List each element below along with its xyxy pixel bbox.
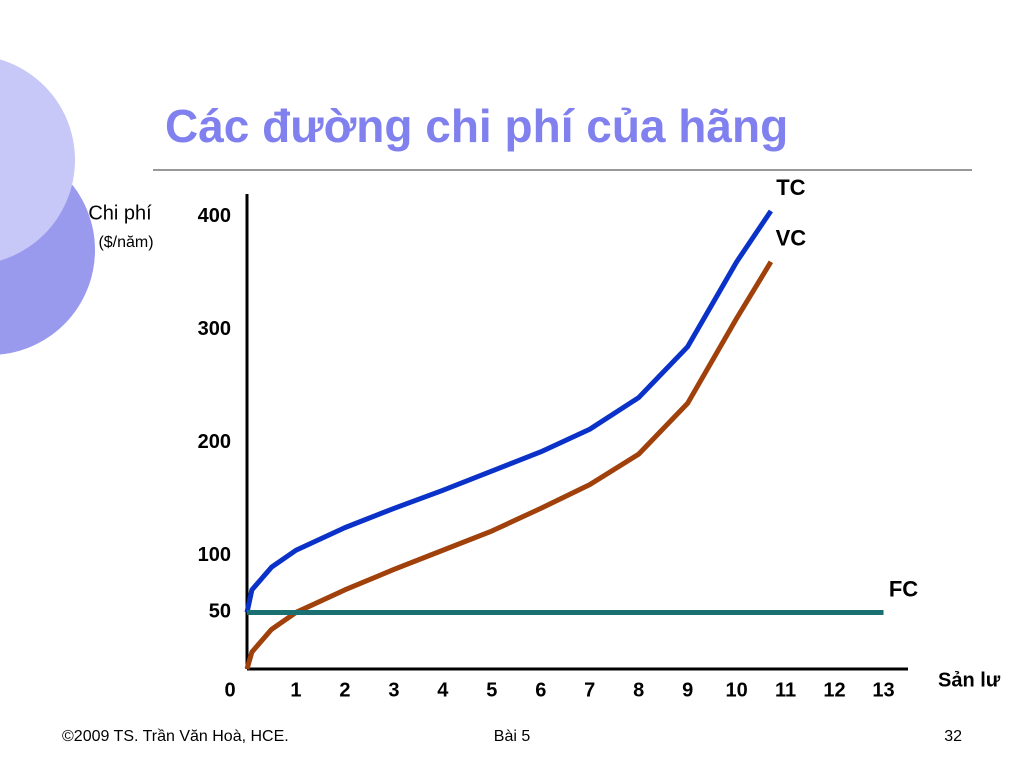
slide-title: Các đường chi phí của hãng: [165, 100, 788, 152]
x-tick-label: 7: [584, 679, 595, 701]
footer-right: 32: [944, 728, 962, 745]
footer-left: ©2009 TS. Trần Văn Hoà, HCE.: [62, 728, 289, 745]
series-label: FC: [889, 576, 918, 601]
y-axis-unit: ($/năm): [98, 234, 153, 251]
x-tick-label: 2: [339, 679, 350, 701]
x-tick-label: 10: [726, 679, 748, 701]
y-tick-label: 300: [198, 318, 231, 340]
series-label: VC: [776, 226, 807, 251]
y-tick-label: 50: [209, 601, 231, 623]
x-tick-label: 12: [823, 679, 845, 701]
y-axis-label: Chi phí: [88, 202, 152, 224]
x-tick-label: 9: [682, 679, 693, 701]
series-label: TC: [776, 175, 805, 200]
series-line: [244, 209, 773, 613]
y-tick-label: 400: [198, 205, 231, 227]
decor-circle: [0, 59, 75, 261]
x-tick-label: 5: [486, 679, 497, 701]
x-tick-label: 1: [290, 679, 301, 701]
series-line: [244, 260, 774, 670]
y-tick-label: 100: [198, 544, 231, 566]
x-tick-label: 13: [872, 679, 894, 701]
x-tick-label: 8: [633, 679, 644, 701]
x-axis-label: Sản lư: [938, 669, 1001, 691]
x-tick-label: 6: [535, 679, 546, 701]
x-tick-label: 0: [224, 679, 235, 701]
footer-center: Bài 5: [494, 728, 531, 745]
x-tick-label: 4: [437, 679, 449, 701]
y-tick-label: 200: [198, 431, 231, 453]
x-tick-label: 11: [775, 679, 796, 701]
x-tick-label: 3: [388, 679, 399, 701]
